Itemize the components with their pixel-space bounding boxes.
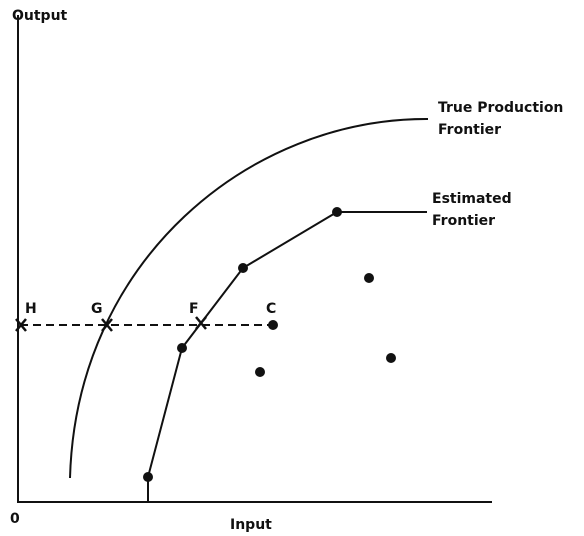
point	[143, 472, 153, 482]
frontier-label: Frontier	[438, 122, 501, 138]
data-points	[143, 207, 396, 482]
x-marks	[15, 316, 207, 332]
point	[177, 343, 187, 353]
point	[268, 320, 278, 330]
point	[364, 273, 374, 283]
x-mark	[101, 318, 113, 332]
frontier-label: True Production	[438, 100, 563, 116]
frontier-label: Frontier	[432, 213, 495, 229]
point-label: C	[266, 301, 276, 317]
x-axis-label: Input	[230, 517, 272, 533]
true-frontier	[69, 117, 429, 479]
estimated-frontier	[147, 211, 427, 502]
frontier-label: Estimated	[432, 191, 512, 207]
point	[238, 263, 248, 273]
x-mark	[15, 318, 27, 332]
point	[386, 353, 396, 363]
point-label: H	[25, 301, 37, 317]
y-axis-label: Output	[12, 8, 68, 24]
point-label: F	[189, 301, 199, 317]
point	[255, 367, 265, 377]
point	[332, 207, 342, 217]
point-label: G	[91, 301, 103, 317]
origin-label: 0	[10, 511, 20, 527]
x-mark	[195, 316, 207, 330]
